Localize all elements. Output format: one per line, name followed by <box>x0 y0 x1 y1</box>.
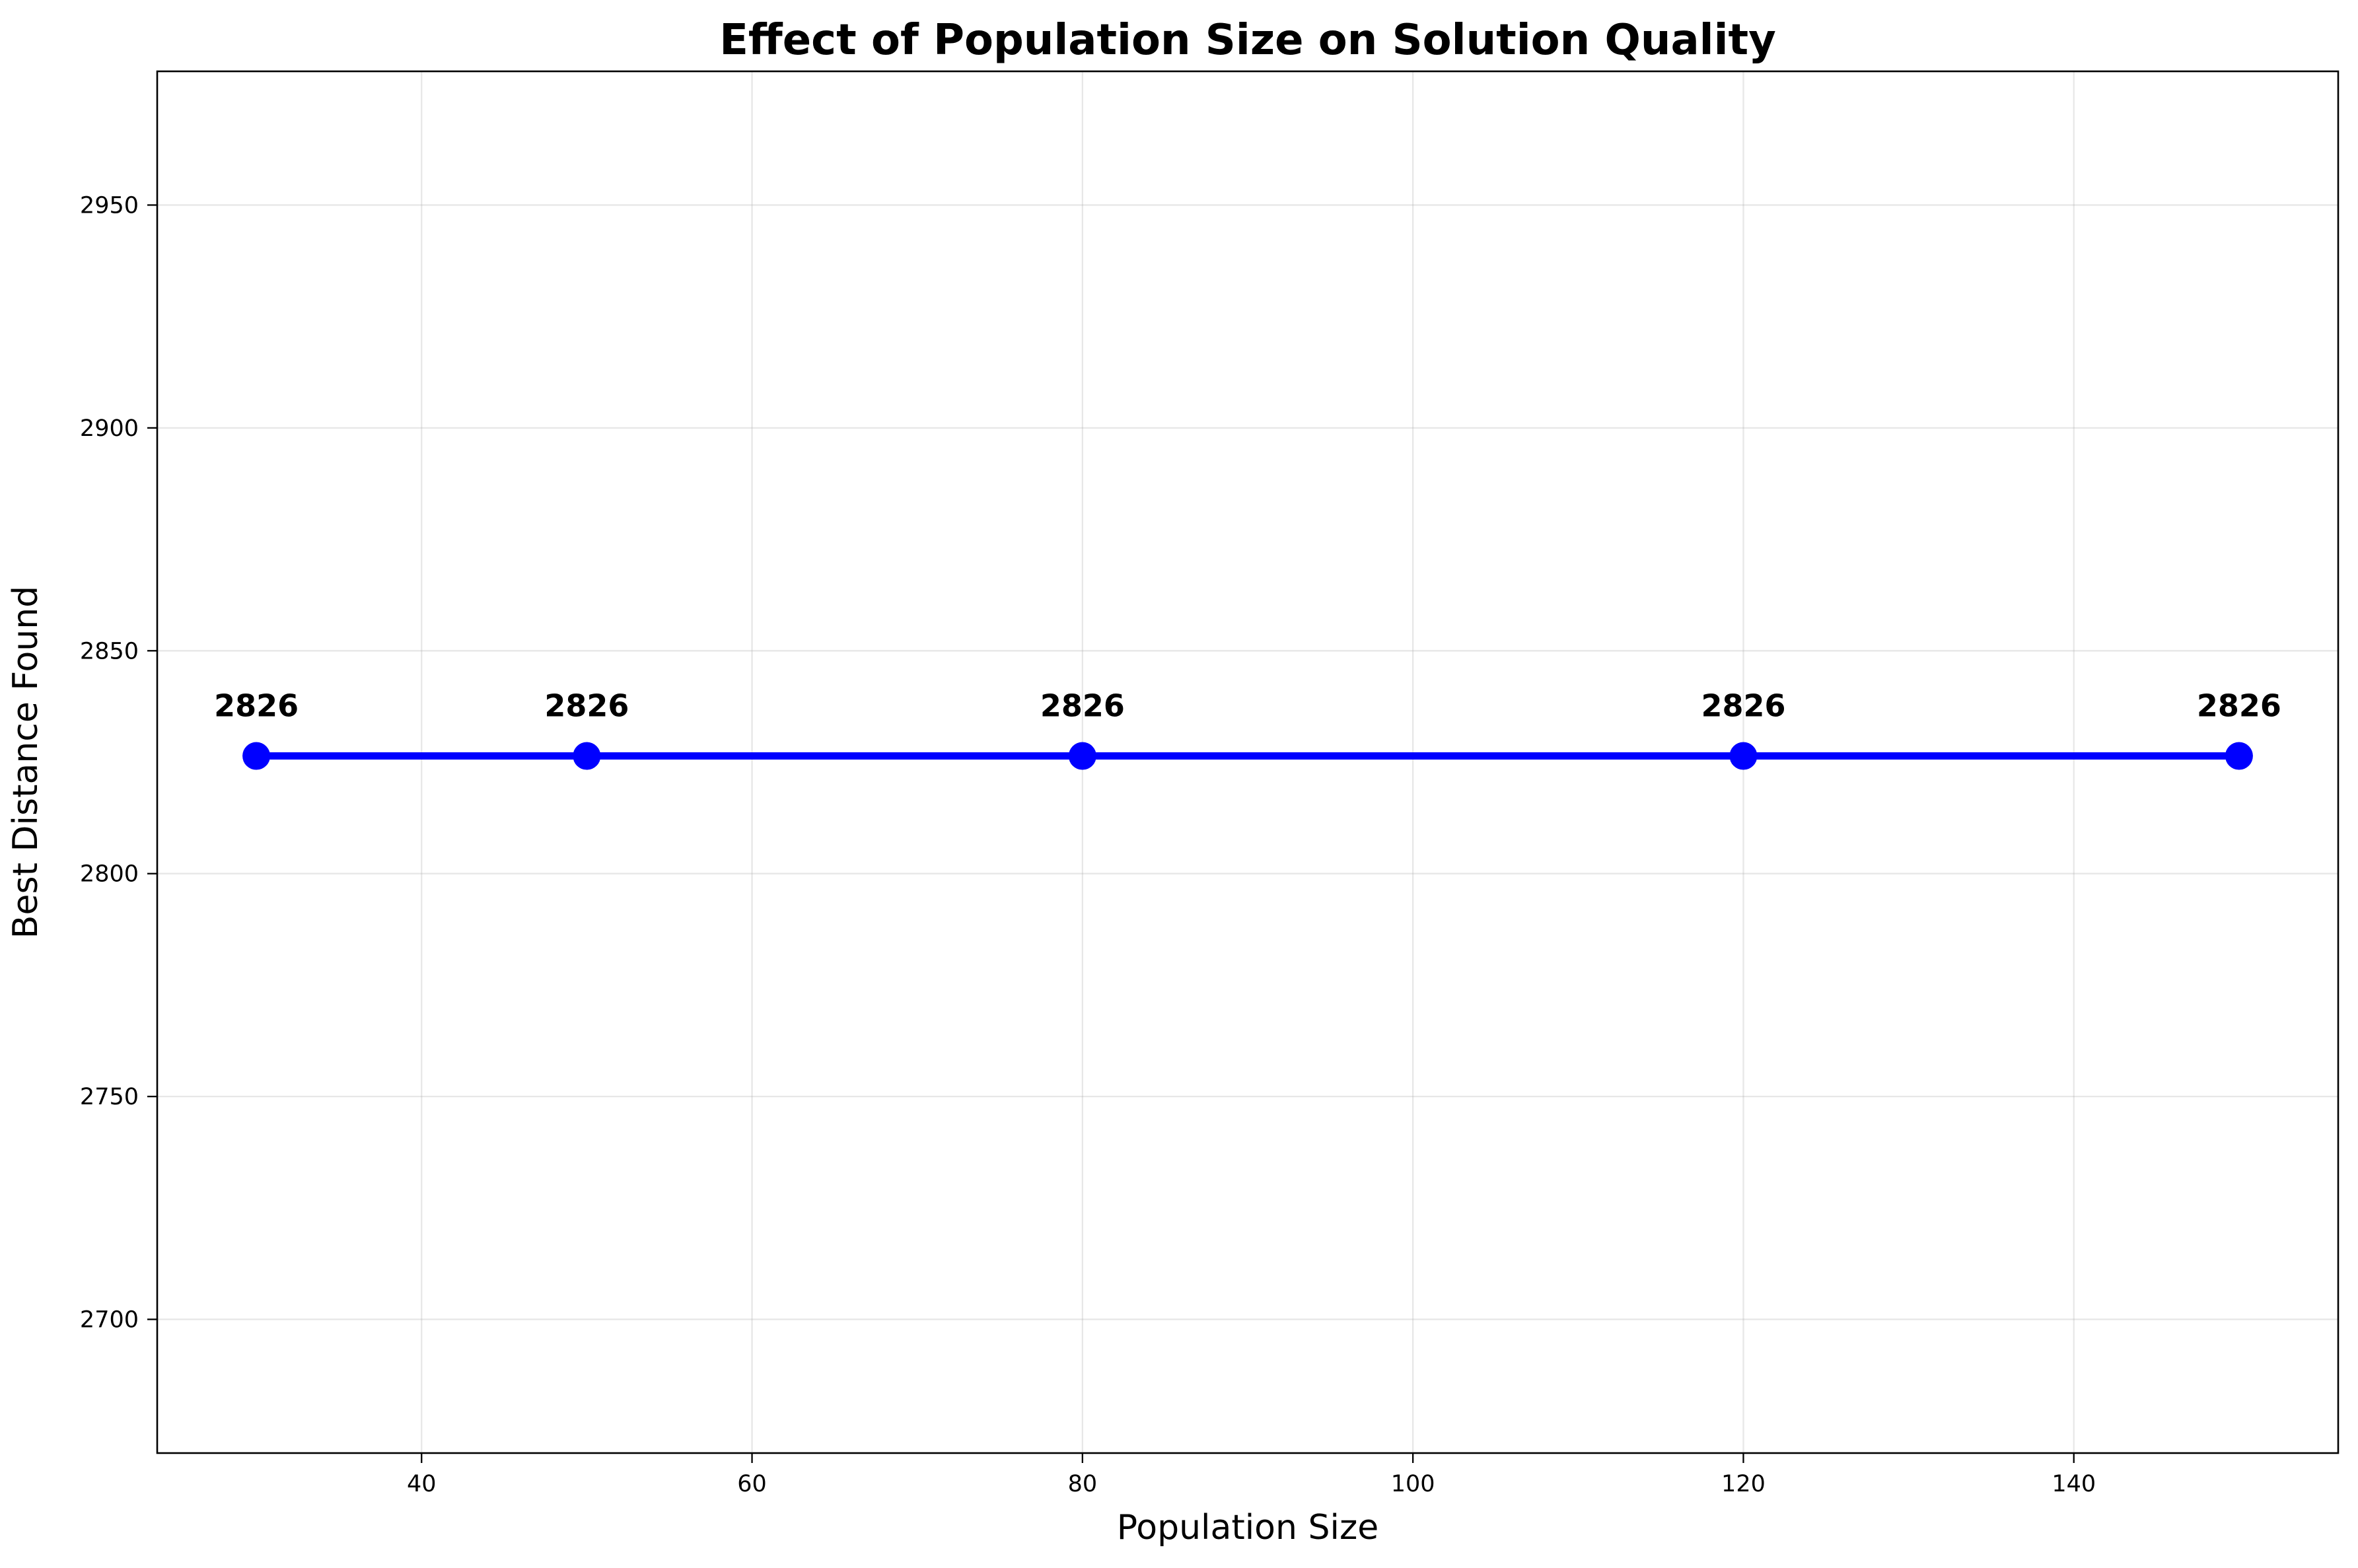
grid <box>157 71 2338 1453</box>
x-tick-label: 140 <box>2052 1471 2096 1497</box>
data-point <box>573 742 601 770</box>
y-axis-label: Best Distance Found <box>6 586 46 939</box>
y-tick-label: 2850 <box>80 638 139 664</box>
y-tick-label: 2950 <box>80 192 139 219</box>
data-label: 2826 <box>544 688 629 724</box>
x-tick-label: 100 <box>1391 1471 1435 1497</box>
x-tick-label: 40 <box>407 1471 437 1497</box>
data-label: 2826 <box>2197 688 2281 724</box>
y-tick-label: 2750 <box>80 1084 139 1110</box>
plot-area-frame <box>156 70 2340 1454</box>
data-point <box>1068 742 1096 770</box>
data-point <box>242 742 271 770</box>
chart-title: Effect of Population Size on Solution Qu… <box>719 16 1776 65</box>
x-tick-label: 80 <box>1068 1471 1098 1497</box>
x-tick-label: 60 <box>737 1471 767 1497</box>
data-point <box>2225 742 2253 770</box>
y-tick-label: 2900 <box>80 415 139 442</box>
y-tick-label: 2800 <box>80 861 139 888</box>
series-layer <box>242 742 2253 770</box>
x-axis-ticks: 40 60 80 100 120 140 <box>407 1453 2096 1497</box>
y-tick-label: 2700 <box>80 1307 139 1334</box>
data-point <box>1729 742 1758 770</box>
x-tick-label: 120 <box>1721 1471 1766 1497</box>
data-label: 2826 <box>1040 688 1125 724</box>
x-axis-label: Population Size <box>1117 1508 1378 1548</box>
data-label: 2826 <box>214 688 299 724</box>
y-axis-ticks: 2700 2750 2800 2850 2900 2950 <box>80 192 157 1334</box>
data-label: 2826 <box>1701 688 1785 724</box>
data-labels: 2826 2826 2826 2826 2826 <box>214 688 2281 724</box>
